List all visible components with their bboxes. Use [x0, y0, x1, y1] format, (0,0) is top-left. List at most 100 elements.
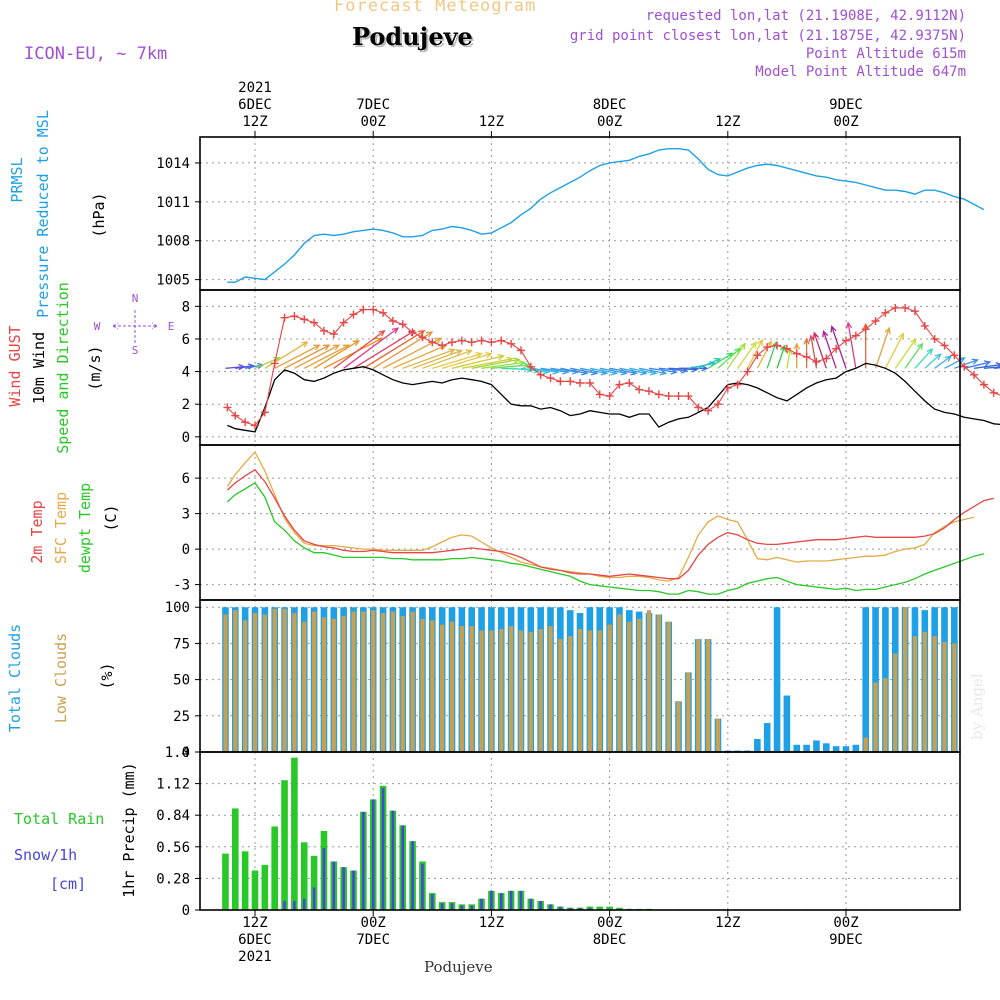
wind-gust-marker [910, 307, 919, 316]
total-cloud-bar [763, 723, 771, 752]
wind-arrow-head [750, 341, 757, 349]
wind-gust-marker [851, 331, 860, 340]
requested-coords: requested lon,lat (21.1908E, 42.9112N) [645, 8, 966, 24]
wind-gust-marker [369, 305, 378, 314]
wind-arrow-head [352, 340, 360, 347]
temp-tick-label: 6 [182, 471, 190, 487]
rain-bar [232, 808, 239, 910]
wind-gust-marker [605, 392, 614, 401]
wind-gust-marker [950, 351, 959, 360]
wind-direction-arrow [756, 341, 772, 369]
bottom-time-label: 6DEC [238, 932, 272, 948]
wind-direction-arrow [235, 365, 254, 369]
low-cloud-bar [922, 631, 927, 752]
bottom-time-label: 00Z [833, 915, 859, 931]
clouds-tick-label: 50 [173, 673, 190, 689]
wind-direction-arrow [894, 338, 917, 369]
wind-arrow-head [803, 337, 810, 345]
wind-direction-arrow [441, 353, 492, 369]
chart-title: Forecast Meteogram [334, 0, 537, 16]
top-time-label: 00Z [360, 114, 386, 130]
wind-direction-arrow [333, 330, 385, 369]
low-cloud-bar [479, 630, 484, 752]
wind-arrow-head [830, 325, 837, 333]
point-altitude: Point Altitude 615m [805, 46, 966, 62]
wind-direction-arrow [422, 349, 472, 369]
wind-gust-marker [300, 315, 309, 324]
wind-10m-label: 10m Wind [30, 332, 48, 404]
wind-gust-marker [576, 379, 585, 387]
low-cloud-bar [558, 639, 563, 752]
wind-gust-line [227, 307, 1000, 427]
wind-arrow-head [793, 342, 800, 350]
wind-direction-arrow [619, 367, 647, 374]
clouds-unit-label: (%) [98, 662, 116, 689]
wind-tick-label: 4 [182, 365, 190, 381]
snow-bar [283, 900, 286, 910]
wind-gust-marker [566, 377, 575, 386]
wind-gust-marker [822, 354, 831, 363]
pressure-tick-label: 1005 [156, 273, 190, 289]
low-cloud-bar [656, 614, 661, 752]
wind-arrow-head [766, 340, 772, 348]
snow-bar [381, 788, 385, 910]
sfc-temp-line [226, 450, 975, 582]
snow-bar [480, 898, 483, 910]
rain-bar [291, 757, 298, 910]
rain-bar [606, 906, 613, 910]
wind-direction-arrow [343, 327, 399, 369]
wind-gust-marker [428, 338, 437, 347]
low-cloud-bar [331, 618, 336, 752]
model-label: ICON-EU, ~ 7km [24, 44, 168, 64]
top-time-label: 12Z [478, 114, 505, 130]
model-altitude: Model Point Altitude 647m [755, 64, 966, 80]
wind-direction-arrow [766, 342, 777, 369]
wind-arrow-head [518, 359, 526, 367]
wind-arrow-head [301, 341, 309, 348]
total-clouds-label: Total Clouds [6, 624, 24, 732]
wind-arrow-head [934, 353, 942, 360]
temp-2m-label: 2m Temp [28, 500, 46, 563]
wind-arrow-head [465, 349, 473, 356]
dewpoint-line [226, 482, 985, 595]
low-cloud-bar [410, 611, 415, 752]
low-cloud-bar [607, 624, 612, 752]
wind-direction-arrow [392, 344, 447, 369]
wind-tick-label: 8 [182, 299, 190, 315]
compass-east-label: E [168, 320, 175, 333]
snow-bar [539, 900, 542, 910]
wind-gust-marker [448, 338, 456, 347]
pressure-tick-label: 1011 [156, 195, 190, 211]
wind-direction-arrow [954, 359, 978, 369]
low-cloud-bar [873, 682, 878, 752]
pressure-tick-label: 1008 [156, 234, 190, 250]
bottom-time-label: 8DEC [592, 932, 627, 948]
wind-direction-arrow [964, 361, 991, 369]
wind-direction-arrow [737, 341, 757, 369]
wind-direction-arrow [746, 339, 763, 369]
wind-arrow-head [739, 342, 746, 350]
wind-gust-marker [970, 370, 979, 379]
total-cloud-bar [803, 744, 810, 752]
rain-bar [300, 842, 308, 910]
wind-direction-arrow [658, 367, 687, 372]
wind-direction-arrow [560, 367, 588, 374]
wind-gust-marker [674, 392, 683, 401]
wind-direction-arrow [284, 344, 330, 369]
compass-rose-icon [112, 310, 158, 344]
low-clouds-label: Low Clouds [52, 633, 70, 723]
low-cloud-bar [587, 630, 592, 752]
wind-arrow-head [425, 331, 434, 338]
low-cloud-bar [666, 621, 671, 752]
wind-gust-marker [792, 349, 801, 358]
wind-gust-marker [487, 338, 496, 347]
sfc-temp-label: SFC Temp [52, 492, 70, 564]
snow-bar [411, 841, 414, 910]
wind-direction-arrow [924, 353, 941, 369]
bottom-time-label: 00Z [360, 915, 386, 931]
wind-direction-arrow [813, 332, 827, 369]
wind-direction-arrow [707, 352, 733, 369]
wind-gust-marker [960, 362, 969, 371]
precip-tick-label: 0 [182, 903, 190, 919]
wind-direction-arrow [402, 348, 455, 369]
